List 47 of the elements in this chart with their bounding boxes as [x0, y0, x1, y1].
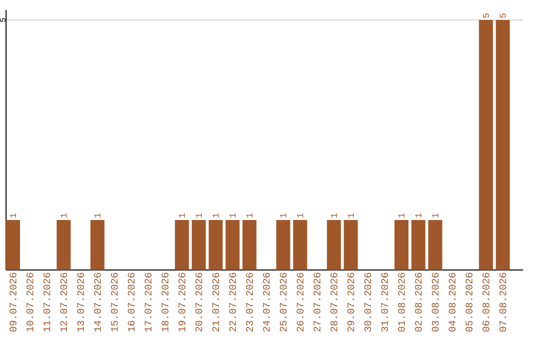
x-tick-label: 01.08.2026: [398, 272, 405, 332]
x-tick-label: 03.08.2026: [432, 272, 439, 332]
x-tick-label: 04.08.2026: [448, 272, 456, 332]
data-label: 1: [212, 213, 219, 218]
data-label: 1: [415, 213, 422, 218]
data-label: 1: [10, 213, 16, 218]
x-tick-label: 20.07.2026: [195, 272, 202, 332]
data-label: 1: [297, 213, 304, 218]
x-tick-label: 22.07.2026: [229, 272, 236, 332]
x-tick-label: 25.07.2026: [280, 272, 287, 332]
x-tick-label: 28.07.2026: [330, 272, 338, 332]
x-tick-label: 29.07.2026: [347, 272, 354, 332]
x-tick-label: 24.07.2026: [262, 272, 270, 332]
data-label: 5: [482, 13, 489, 18]
data-label: 1: [196, 213, 202, 218]
x-tick-label: 05.08.2026: [466, 272, 472, 332]
x-tick-label: 27.07.2026: [314, 272, 320, 332]
data-label: 1: [246, 213, 252, 218]
data-label: 1: [330, 213, 337, 218]
data-label: 1: [348, 213, 354, 218]
x-tick-label: 17.07.2026: [144, 272, 152, 332]
data-label: 1: [230, 213, 236, 218]
data-label: 5: [500, 13, 506, 18]
x-tick-label: 30.07.2026: [364, 272, 372, 332]
x-tick-label: 12.07.2026: [60, 272, 68, 332]
x-tick-label: 21.07.2026: [212, 272, 220, 332]
x-tick-label: 18.07.2026: [162, 272, 168, 332]
data-label: 1: [432, 213, 438, 218]
x-tick-label: 31.07.2026: [381, 272, 388, 332]
x-tick-label: 15.07.2026: [110, 272, 118, 332]
x-tick-label: 11.07.2026: [43, 272, 50, 332]
x-tick-label: 02.08.2026: [414, 272, 422, 332]
data-label: 1: [60, 213, 67, 218]
x-tick-label: 13.07.2026: [77, 272, 84, 332]
x-tick-label: 16.07.2026: [128, 272, 135, 332]
x-tick-label: 09.07.2026: [10, 272, 16, 332]
x-tick-label: 26.07.2026: [296, 272, 304, 332]
x-tick-label: 14.07.2026: [94, 272, 101, 332]
data-label: 1: [398, 213, 404, 218]
data-label: 1: [280, 213, 286, 218]
data-label: 1: [178, 213, 185, 218]
x-tick-label: 06.08.2026: [482, 272, 490, 332]
x-tick-label: 23.07.2026: [246, 272, 253, 332]
data-label: 1: [94, 213, 100, 218]
x-tick-label: 07.08.2026: [499, 272, 506, 332]
x-tick-label: 19.07.2026: [178, 272, 186, 332]
x-tick-label: 10.07.2026: [26, 272, 34, 332]
